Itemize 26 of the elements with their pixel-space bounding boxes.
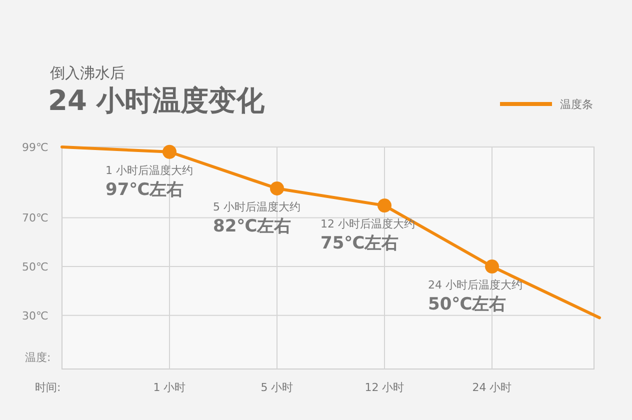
y-tick-label: 99℃ xyxy=(22,141,48,154)
chart-title: 24 小时温度变化 xyxy=(48,84,266,117)
y-axis-title: 温度: xyxy=(25,351,51,364)
y-tick-label: 30℃ xyxy=(22,309,48,322)
point xyxy=(378,198,392,213)
line-series xyxy=(60,146,601,320)
y-tick-label: 70℃ xyxy=(22,212,48,225)
annotation: 24 小时后温度大约 xyxy=(428,278,522,292)
annotation: 5 小时后温度大约 xyxy=(213,200,300,214)
annotation: 75℃左右 xyxy=(320,234,399,254)
point xyxy=(162,144,176,159)
annotation: 82℃左右 xyxy=(213,216,292,236)
y-tick-label: 50℃ xyxy=(22,260,48,274)
point xyxy=(485,260,499,274)
x-tick-label: 5 小时 xyxy=(260,381,294,394)
point xyxy=(270,181,284,196)
x-tick-label: 12 小时 xyxy=(364,381,404,394)
annotation: 1 小时后温度大约 xyxy=(106,164,193,177)
chart-subtitle: 倒入沸水后 xyxy=(50,64,125,82)
annotation: 12 小时后温度大约 xyxy=(320,218,415,231)
x-axis-title: 时间: xyxy=(35,381,61,394)
legend-label: 温度条 xyxy=(560,98,593,111)
annotation: 97℃左右 xyxy=(106,180,184,200)
x-tick-label: 1 小时 xyxy=(153,381,186,394)
annotation: 50℃左右 xyxy=(428,294,506,315)
x-tick-label: 24 小时 xyxy=(472,381,512,394)
